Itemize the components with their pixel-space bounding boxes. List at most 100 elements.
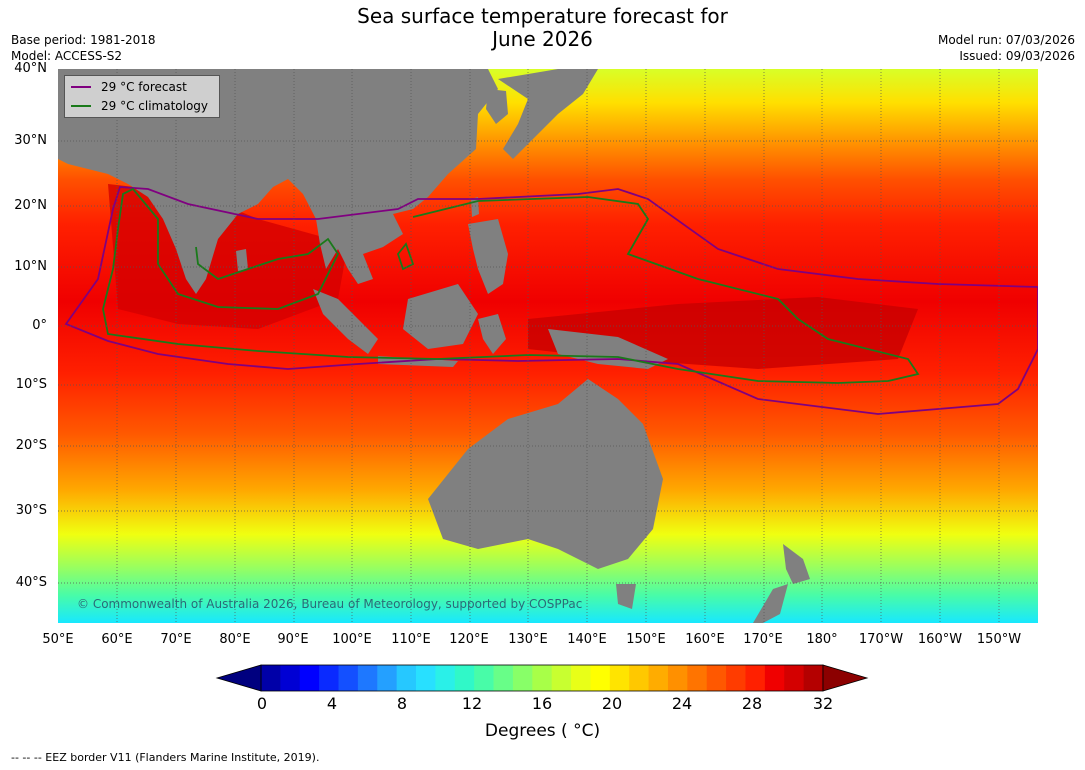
colorbar-tick-0: 0 bbox=[256, 694, 268, 713]
lon-label-100e: 100°E bbox=[332, 632, 372, 647]
land-nz-north bbox=[783, 544, 810, 584]
colorbar-cell bbox=[532, 665, 553, 691]
lon-label-90e: 90°E bbox=[277, 632, 309, 647]
colorbar-tick-24: 24 bbox=[671, 694, 693, 713]
lon-label-110e: 110°E bbox=[391, 632, 431, 647]
colorbar-cell bbox=[435, 665, 456, 691]
eez-footer-note: -- -- -- EEZ border V11 (Flanders Marine… bbox=[11, 751, 320, 764]
colorbar-cell bbox=[493, 665, 514, 691]
colorbar-tick-20: 20 bbox=[601, 694, 623, 713]
map-title-line2: June 2026 bbox=[492, 27, 593, 51]
land-sumatra bbox=[313, 289, 378, 354]
land-taiwan bbox=[471, 197, 479, 217]
colorbar-cell bbox=[261, 665, 281, 691]
lat-label-10n: 10°N bbox=[14, 259, 47, 274]
land-sri-lanka bbox=[236, 249, 248, 271]
lon-label-120e: 120°E bbox=[449, 632, 489, 647]
colorbar-cell bbox=[687, 665, 708, 691]
colorbar-cell bbox=[377, 665, 398, 691]
sst-map bbox=[58, 69, 1038, 623]
climatology-29c-contour-bay bbox=[396, 242, 415, 271]
colorbar-cell bbox=[416, 665, 436, 691]
colorbar-cell bbox=[319, 665, 339, 691]
lon-label-50e: 50°E bbox=[42, 632, 74, 647]
colorbar-cell bbox=[648, 665, 669, 691]
map-title-line1: Sea surface temperature forecast for bbox=[357, 4, 728, 28]
land-japan bbox=[498, 69, 598, 159]
colorbar-cell bbox=[803, 665, 824, 691]
lat-label-equator: 0° bbox=[32, 318, 47, 333]
colorbar-cell bbox=[551, 665, 572, 691]
lon-label-160e: 160°E bbox=[685, 632, 725, 647]
lat-label-10s: 10°S bbox=[15, 377, 47, 392]
colorbar-cell bbox=[764, 665, 785, 691]
colorbar-cell bbox=[338, 665, 359, 691]
lon-label-150w: 150°W bbox=[976, 632, 1022, 647]
colorbar-cell bbox=[784, 665, 805, 691]
lon-label-60e: 60°E bbox=[101, 632, 133, 647]
colorbar-cell bbox=[357, 665, 378, 691]
lat-label-30n: 30°N bbox=[14, 133, 47, 148]
lon-label-80e: 80°E bbox=[219, 632, 251, 647]
land-philippines bbox=[468, 219, 508, 294]
colorbar-cell bbox=[745, 665, 766, 691]
lat-label-30s: 30°S bbox=[15, 503, 47, 518]
issued-date: Issued: 09/03/2026 bbox=[959, 49, 1075, 63]
base-period: Base period: 1981-2018 bbox=[11, 33, 156, 47]
meta-right: Model run: 07/03/2026 Issued: 09/03/2026 bbox=[938, 32, 1075, 64]
lon-label-140e: 140°E bbox=[567, 632, 607, 647]
legend-forecast: 29 °C forecast bbox=[71, 78, 187, 96]
graticule bbox=[58, 69, 1038, 623]
colorbar-cell bbox=[396, 665, 417, 691]
land-nz-south bbox=[753, 584, 788, 623]
colorbar-tick-4: 4 bbox=[326, 694, 338, 713]
lon-label-180: 180° bbox=[806, 632, 838, 647]
colorbar-cell bbox=[667, 665, 688, 691]
colorbar-tick-8: 8 bbox=[396, 694, 408, 713]
colorbar-tick-28: 28 bbox=[741, 694, 763, 713]
lat-label-40s: 40°S bbox=[15, 575, 47, 590]
colorbar-max-arrow bbox=[822, 664, 869, 692]
land-borneo bbox=[403, 284, 478, 349]
colorbar-cell bbox=[454, 665, 475, 691]
copyright-notice: © Commonwealth of Australia 2026, Bureau… bbox=[77, 597, 583, 611]
colorbar-cell bbox=[706, 665, 727, 691]
contour-legend: 29 °C forecast 29 °C climatology bbox=[64, 75, 220, 118]
colorbar-tick-16: 16 bbox=[531, 694, 553, 713]
land bbox=[58, 69, 810, 623]
land-asia bbox=[58, 69, 498, 294]
lon-label-170e: 170°E bbox=[743, 632, 783, 647]
colorbar-cell bbox=[571, 665, 591, 691]
colorbar-min-arrow bbox=[215, 664, 262, 692]
climatology-line-swatch bbox=[71, 105, 91, 107]
lon-label-170w: 170°W bbox=[858, 632, 904, 647]
meta-left: Base period: 1981-2018 Model: ACCESS-S2 bbox=[11, 32, 156, 64]
colorbar-cell bbox=[280, 665, 301, 691]
forecast-line-swatch bbox=[71, 86, 91, 88]
lon-label-150e: 150°E bbox=[626, 632, 666, 647]
legend-climatology: 29 °C climatology bbox=[71, 97, 208, 115]
model-run: Model run: 07/03/2026 bbox=[937, 33, 1075, 47]
colorbar-cell bbox=[474, 665, 494, 691]
land-australia bbox=[428, 379, 663, 569]
colorbar-cell bbox=[726, 665, 746, 691]
colorbar-cell bbox=[629, 665, 649, 691]
legend-climatology-label: 29 °C climatology bbox=[101, 99, 209, 113]
colorbar-cell bbox=[512, 665, 533, 691]
temperature-colorbar bbox=[215, 664, 869, 692]
lon-label-130e: 130°E bbox=[508, 632, 548, 647]
colorbar-label: Degrees ( °C) bbox=[484, 721, 601, 741]
colorbar-cell bbox=[590, 665, 611, 691]
lon-label-160w: 160°W bbox=[917, 632, 963, 647]
land-tasmania bbox=[616, 584, 636, 609]
colorbar-tick-12: 12 bbox=[461, 694, 483, 713]
lat-label-40n: 40°N bbox=[14, 61, 47, 76]
land-sulawesi bbox=[478, 314, 506, 354]
colorbar-cells bbox=[260, 664, 824, 692]
lon-label-70e: 70°E bbox=[160, 632, 192, 647]
lat-label-20s: 20°S bbox=[15, 438, 47, 453]
land-korea bbox=[486, 89, 508, 124]
colorbar-tick-32: 32 bbox=[812, 694, 834, 713]
model-name: Model: ACCESS-S2 bbox=[11, 49, 123, 63]
climatology-29c-contour-pacific bbox=[102, 187, 920, 384]
